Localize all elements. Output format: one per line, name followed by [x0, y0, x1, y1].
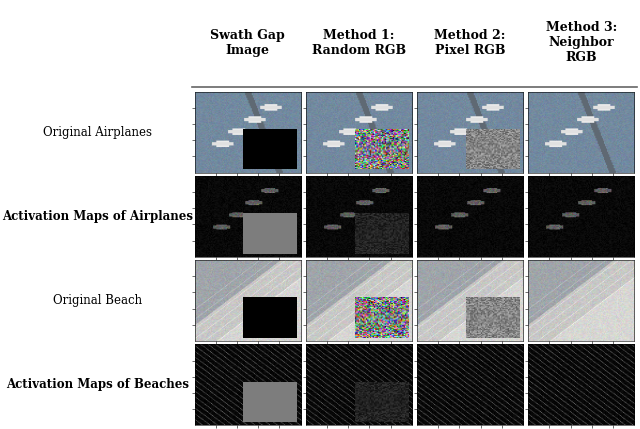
- Text: Method 2:
Pixel RGB: Method 2: Pixel RGB: [435, 29, 506, 57]
- Text: Original Airplanes: Original Airplanes: [43, 126, 152, 139]
- Text: Method 1:
Random RGB: Method 1: Random RGB: [312, 29, 406, 57]
- Text: Method 3:
Neighbor
RGB: Method 3: Neighbor RGB: [545, 21, 617, 64]
- Text: Original Beach: Original Beach: [53, 294, 142, 307]
- Text: Activation Maps of Beaches: Activation Maps of Beaches: [6, 378, 189, 391]
- Text: Swath Gap
Image: Swath Gap Image: [210, 29, 285, 57]
- Text: Activation Maps of Airplanes: Activation Maps of Airplanes: [2, 210, 193, 223]
